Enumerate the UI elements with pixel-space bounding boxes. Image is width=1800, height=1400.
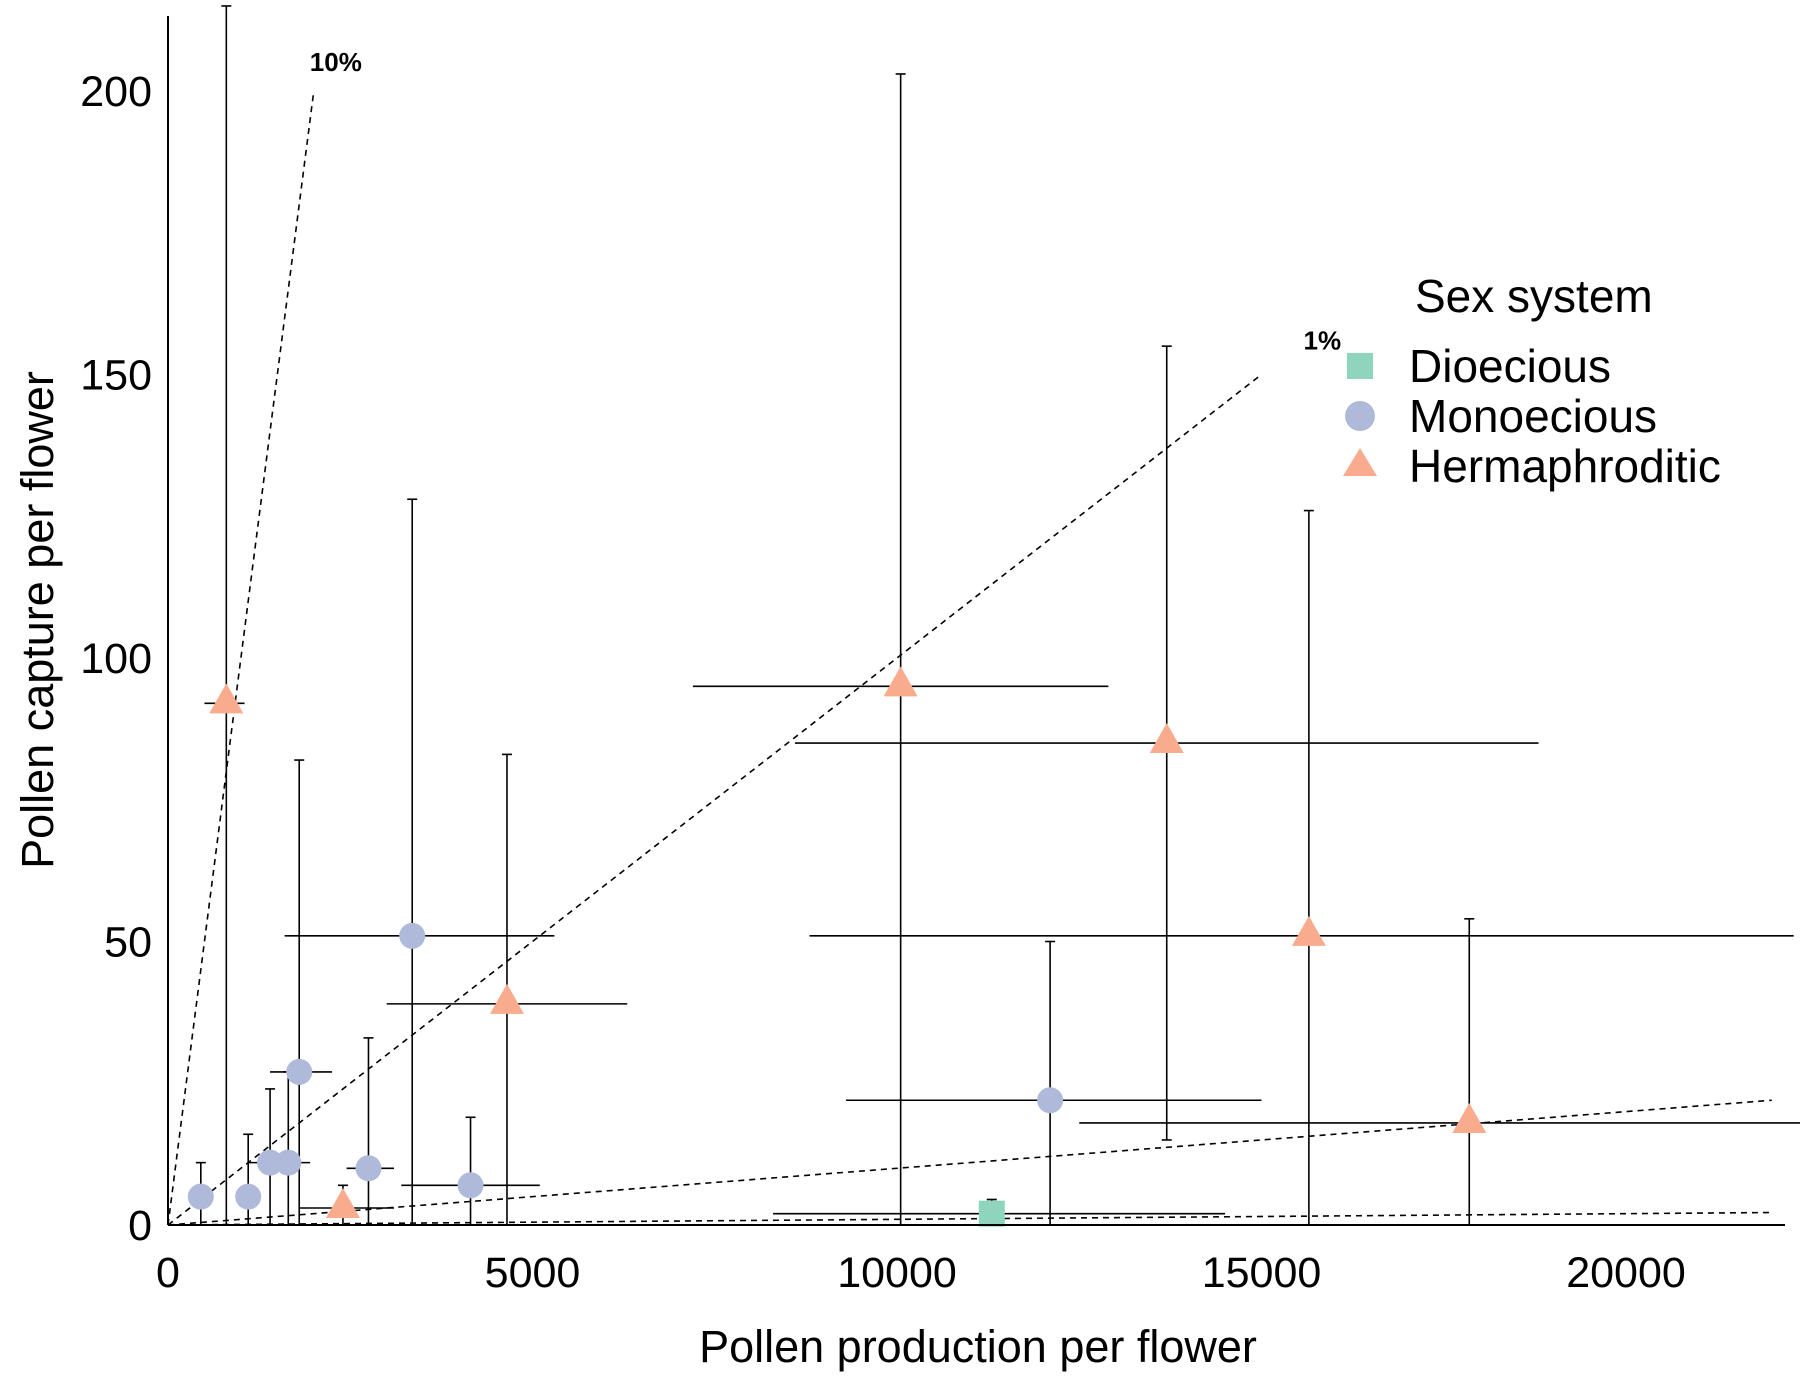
data-points: [187, 666, 1487, 1227]
monoecious-point: [187, 1183, 214, 1210]
reference-line: [167, 1211, 1772, 1226]
x-axis-title: Pollen production per flower: [699, 1321, 1257, 1372]
legend-label-monoecious: Monoecious: [1409, 390, 1657, 442]
dioecious-point: [978, 1200, 1005, 1227]
y-tick-label: 150: [80, 352, 152, 400]
monoecious-point: [355, 1155, 382, 1182]
hermaphroditic-point: [1452, 1102, 1487, 1133]
hermaphroditic-point: [209, 683, 244, 714]
error-bars: [195, 5, 1800, 1226]
hermaphroditic-point: [1149, 723, 1184, 754]
y-tick-label: 50: [104, 919, 152, 967]
monoecious-point: [457, 1172, 484, 1199]
legend-label-hermaphroditic: Hermaphroditic: [1409, 440, 1721, 492]
monoecious-point: [275, 1149, 302, 1176]
legend-swatch-dioecious: [1347, 353, 1373, 379]
hermaphroditic-point: [1291, 915, 1326, 946]
y-tick-label: 0: [128, 1202, 152, 1250]
reference-line: [167, 1099, 1772, 1226]
y-axis-title: Pollen capture per flower: [12, 371, 63, 869]
legend-label-dioecious: Dioecious: [1409, 340, 1611, 392]
monoecious-point: [257, 1149, 284, 1176]
hermaphroditic-point: [325, 1187, 360, 1218]
reference-line-label: 1%: [1304, 326, 1342, 356]
legend: Sex system Dioecious Monoecious Hermaphr…: [1343, 270, 1721, 492]
hermaphroditic-point: [489, 983, 524, 1014]
axes: 050001000015000200002500050100150200: [80, 16, 1785, 1297]
reference-line: [167, 90, 315, 1226]
x-tick-label: 0: [156, 1249, 180, 1297]
legend-swatch-monoecious: [1345, 401, 1375, 431]
reference-line: [167, 373, 1262, 1226]
legend-swatch-hermaphroditic: [1343, 448, 1377, 476]
hermaphroditic-point: [883, 666, 918, 697]
monoecious-point: [286, 1058, 313, 1085]
x-tick-label: 20000: [1566, 1249, 1686, 1297]
y-tick-label: 200: [80, 68, 152, 116]
x-tick-label: 15000: [1202, 1249, 1322, 1297]
x-tick-label: 5000: [485, 1249, 581, 1297]
monoecious-point: [1037, 1087, 1064, 1114]
monoecious-point: [399, 922, 426, 949]
legend-title: Sex system: [1415, 270, 1653, 322]
x-tick-label: 10000: [837, 1249, 957, 1297]
reference-lines: 10%1%0.1%0.01%: [167, 47, 1800, 1226]
monoecious-point: [235, 1183, 262, 1210]
reference-line-label: 10%: [310, 47, 362, 77]
y-tick-label: 100: [80, 635, 152, 683]
